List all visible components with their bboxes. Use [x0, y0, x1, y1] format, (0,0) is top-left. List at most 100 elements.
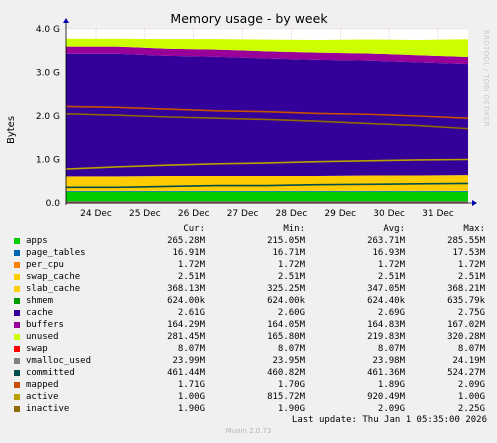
legend-swatch	[14, 358, 20, 364]
area-slab-cache	[66, 175, 468, 191]
legend-cur: 164.29M	[167, 320, 205, 330]
y-tick-labels: 0.0 1.0 G 2.0 G 3.0 G 4.0 G	[36, 25, 60, 209]
legend-name: vmalloc_used	[26, 356, 92, 366]
legend-name: shmem	[26, 296, 54, 306]
legend-row-mapped: mapped 1.71G 1.70G 1.89G 2.09G	[12, 379, 488, 391]
x-tick-label: 27 Dec	[227, 209, 259, 219]
legend-cur: 2.61G	[177, 308, 205, 318]
legend-min: 164.05M	[267, 320, 305, 330]
legend-swatch	[14, 238, 20, 244]
last-update: Last update: Thu Jan 1 05:35:00 2026	[291, 415, 487, 425]
legend-swatch	[14, 406, 20, 412]
legend-name: per_cpu	[26, 260, 64, 270]
legend-min: 624.00k	[267, 296, 305, 306]
legend-max: 285.55M	[447, 236, 485, 246]
legend-min: 23.95M	[272, 356, 305, 366]
legend-avg: 263.71M	[367, 236, 405, 246]
x-tick-labels: 24 Dec 25 Dec 26 Dec 27 Dec 28 Dec 29 Dec 30 D…	[80, 209, 454, 219]
legend-name: buffers	[26, 320, 64, 330]
legend-cur: 624.00k	[167, 296, 205, 306]
legend-name: inactive	[26, 404, 70, 414]
legend-name: slab_cache	[26, 284, 81, 294]
legend-cur: 23.99M	[172, 356, 205, 366]
x-tick-label: 24 Dec	[80, 209, 112, 219]
x-tick-label: 30 Dec	[373, 209, 405, 219]
x-tick-label: 29 Dec	[324, 209, 356, 219]
legend-max: 368.21M	[447, 284, 485, 294]
legend-avg: 8.07M	[377, 344, 405, 354]
legend-name: mapped	[26, 380, 59, 390]
legend-row-active: active 1.00G 815.72M 920.49M 1.00G	[12, 391, 488, 403]
legend-min: 815.72M	[267, 392, 305, 402]
legend-max: 1.72M	[457, 260, 485, 270]
legend-table: Cur: Min: Avg: Max: apps 265.28M 215.05M 26…	[12, 223, 488, 415]
legend-name: swap	[26, 344, 48, 354]
area-page-tables	[66, 190, 468, 192]
legend-cur: 281.45M	[167, 332, 205, 342]
legend-max: 17.53M	[452, 248, 485, 258]
legend-row-swap: swap 8.07M 8.07M 8.07M 8.07M	[12, 343, 488, 355]
legend-min: 1.90G	[277, 404, 305, 414]
legend-row-swap-cache: swap_cache 2.51M 2.51M 2.51M 2.51M	[12, 271, 488, 283]
legend-name: unused	[26, 332, 59, 342]
memory-chart: Memory usage - by week Bytes RRDTOOL / T…	[6, 11, 490, 219]
x-tick-label: 26 Dec	[178, 209, 210, 219]
x-tick-label: 28 Dec	[276, 209, 308, 219]
y-axis-arrow	[63, 18, 69, 23]
munin-version: Munin 2.0.73	[225, 427, 272, 435]
legend-max: 1.00G	[457, 392, 485, 402]
legend-name: page_tables	[26, 248, 86, 258]
legend-avg: 2.51M	[377, 272, 405, 282]
legend-swatch	[14, 370, 20, 376]
legend-min: 325.25M	[267, 284, 305, 294]
legend-swatch	[14, 394, 20, 400]
legend-swatch	[14, 322, 20, 328]
legend-swatch	[14, 346, 20, 352]
legend-min: 165.80M	[267, 332, 305, 342]
legend-swatch	[14, 286, 20, 292]
legend-header: Cur: Min: Avg: Max:	[12, 223, 488, 235]
legend-min: 8.07M	[277, 344, 305, 354]
y-tick-label: 3.0 G	[36, 69, 60, 79]
legend-max: 24.19M	[452, 356, 485, 366]
legend-avg: 624.40k	[367, 296, 405, 306]
line-active	[65, 158, 469, 170]
legend-swatch	[14, 250, 20, 256]
stacked-areas	[66, 38, 468, 203]
legend-avg: 347.05M	[367, 284, 405, 294]
legend-max: 167.02M	[447, 320, 485, 330]
legend-max: 8.07M	[457, 344, 485, 354]
legend-avg: 2.69G	[377, 308, 405, 318]
legend-avg: 23.98M	[372, 356, 405, 366]
legend-max: 2.75G	[457, 308, 485, 318]
legend-row-inactive: inactive 1.90G 1.90G 2.09G 2.25G	[12, 403, 488, 415]
y-tick-label: 1.0 G	[36, 156, 60, 166]
y-tick-label: 4.0 G	[36, 25, 60, 35]
legend-min: 1.72M	[277, 260, 305, 270]
legend-swatch	[14, 334, 20, 340]
legend-swatch	[14, 310, 20, 316]
header-min: Min:	[283, 224, 305, 234]
legend-min: 2.60G	[277, 308, 305, 318]
y-axis-label: Bytes	[6, 116, 17, 144]
legend-row-committed: committed 461.44M 460.82M 461.36M 524.27M	[12, 367, 488, 379]
legend-max: 2.09G	[457, 380, 485, 390]
legend-cur: 461.44M	[167, 368, 205, 378]
legend-row-apps: apps 265.28M 215.05M 263.71M 285.55M	[12, 235, 488, 247]
legend-row-slab-cache: slab_cache 368.13M 325.25M 347.05M 368.21M	[12, 283, 488, 295]
legend-cur: 1.00G	[177, 392, 205, 402]
legend-cur: 16.91M	[172, 248, 205, 258]
x-tick-label: 31 Dec	[422, 209, 454, 219]
legend-swatch	[14, 382, 20, 388]
legend-avg: 2.09G	[377, 404, 405, 414]
rrdtool-watermark: RRDTOOL / TOBI OETIKER	[482, 30, 490, 127]
legend-name: committed	[26, 368, 75, 378]
header-cur: Cur:	[183, 224, 205, 234]
legend-cur: 8.07M	[177, 344, 205, 354]
y-tick-label: 2.0 G	[36, 112, 60, 122]
legend-row-per-cpu: per_cpu 1.72M 1.72M 1.72M 1.72M	[12, 259, 488, 271]
legend-max: 320.28M	[447, 332, 485, 342]
legend-row-cache: cache 2.61G 2.60G 2.69G 2.75G	[12, 307, 488, 319]
area-unused	[66, 38, 468, 58]
legend-max: 2.25G	[457, 404, 485, 414]
